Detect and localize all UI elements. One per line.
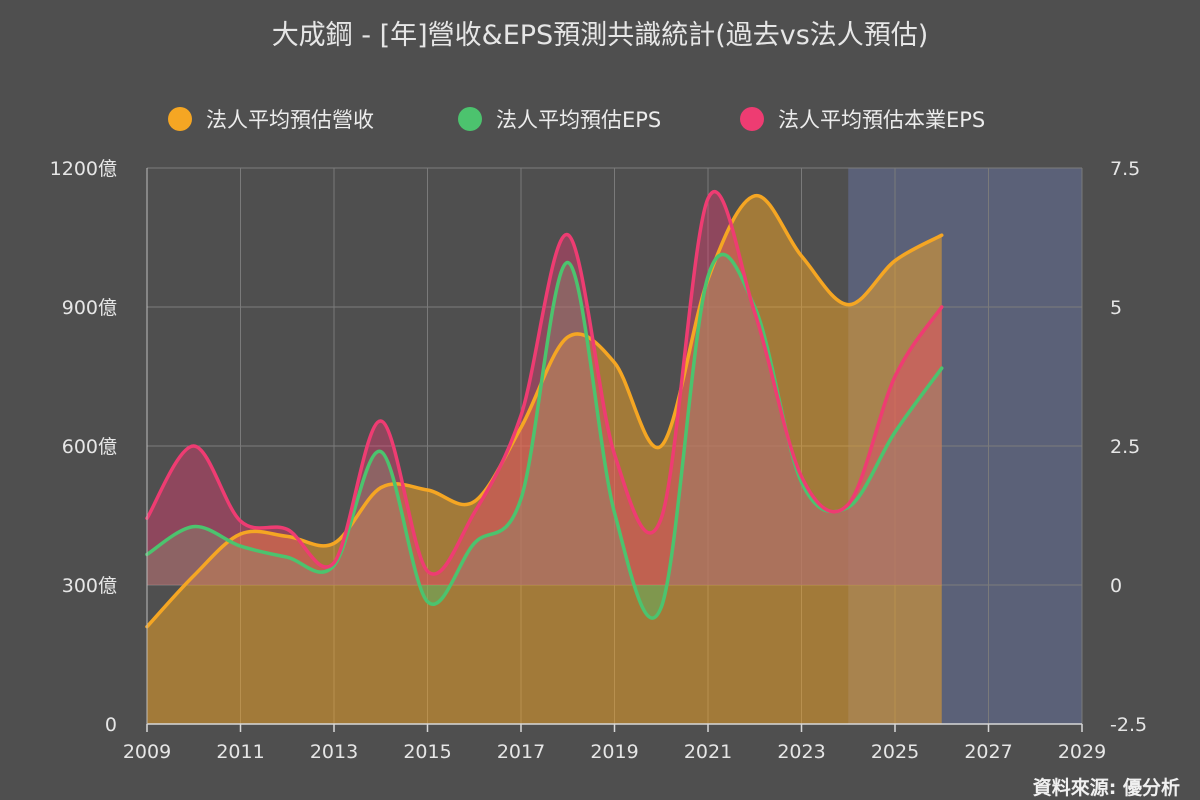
y-right-tick-label: 7.5 [1110, 158, 1140, 180]
data-point-revenue [613, 361, 617, 365]
x-tick-label: 2013 [310, 741, 358, 763]
data-point-revenue [940, 233, 944, 237]
x-tick-label: 2023 [777, 741, 825, 763]
data-point-eps [566, 261, 570, 265]
data-point-core-eps [332, 561, 336, 565]
y-left-tick-label: 300億 [62, 575, 117, 597]
series-area-revenue [147, 195, 942, 724]
y-left-tick-label: 600億 [62, 436, 117, 458]
x-tick-label: 2025 [871, 741, 919, 763]
axes: 2009 2011 2013 2015 2017 2019 2021 2023 2025 2027… [50, 158, 1147, 763]
data-point-eps [379, 450, 383, 454]
x-tick-label: 2019 [590, 741, 638, 763]
y-right-tick-label: 5 [1110, 297, 1122, 319]
x-tick-label: 2009 [123, 741, 171, 763]
y-right-tick-label: 2.5 [1110, 436, 1140, 458]
data-point-core-eps [706, 197, 710, 201]
data-point-revenue [753, 194, 757, 198]
data-point-revenue [566, 335, 570, 339]
data-point-revenue [472, 500, 476, 504]
data-point-core-eps [239, 519, 243, 523]
data-point-eps [659, 605, 663, 609]
series-line-revenue [145, 194, 944, 629]
data-point-core-eps [426, 569, 430, 573]
data-point-eps [613, 511, 617, 515]
data-point-core-eps [800, 475, 804, 479]
y-left-tick-label: 1200億 [50, 158, 117, 180]
data-point-eps [239, 544, 243, 548]
series-area-eps [147, 254, 942, 619]
data-point-core-eps [613, 452, 617, 456]
legend-marker-core-eps [740, 107, 764, 131]
x-tick-label: 2021 [684, 741, 732, 763]
data-point-core-eps [379, 419, 383, 423]
data-point-core-eps [893, 375, 897, 379]
data-point-revenue [332, 541, 336, 545]
data-point-eps [519, 497, 523, 501]
data-point-core-eps [472, 511, 476, 515]
y-right-tick-label: 0 [1110, 575, 1122, 597]
data-point-eps [706, 274, 710, 278]
source-credit: 資料來源: 優分析 [1033, 776, 1180, 799]
data-point-core-eps [285, 527, 289, 531]
data-point-eps [192, 525, 196, 529]
legend-label-revenue: 法人平均預估營收 [206, 108, 374, 132]
legend-marker-eps [458, 107, 482, 131]
x-tick-label: 2029 [1058, 741, 1106, 763]
data-point-revenue [379, 486, 383, 490]
y-left-tick-label: 0 [105, 714, 117, 736]
x-tick-label: 2017 [497, 741, 545, 763]
legend: 法人平均預估營收 法人平均預估EPS 法人平均預估本業EPS [168, 107, 985, 132]
data-point-revenue [846, 303, 850, 307]
legend-item-revenue[interactable]: 法人平均預估營收 [168, 107, 374, 132]
data-point-revenue [893, 259, 897, 263]
y-right-tick-label: -2.5 [1110, 714, 1147, 736]
series-line-core-eps [145, 189, 944, 576]
data-point-eps [426, 600, 430, 604]
data-point-core-eps [846, 502, 850, 506]
data-point-core-eps [192, 444, 196, 448]
chart-title: 大成鋼 - [年]營收&EPS預測共識統計(過去vs法人預估) [272, 20, 929, 51]
data-point-revenue [659, 444, 663, 448]
legend-label-eps: 法人平均預估EPS [496, 108, 661, 132]
data-point-core-eps [753, 311, 757, 315]
legend-item-core-eps[interactable]: 法人平均預估本業EPS [740, 107, 985, 132]
data-point-core-eps [519, 413, 523, 417]
data-point-eps [472, 541, 476, 545]
data-point-eps [940, 366, 944, 370]
legend-item-eps[interactable]: 法人平均預估EPS [458, 107, 661, 132]
data-point-core-eps [566, 233, 570, 237]
data-point-revenue [239, 532, 243, 536]
data-point-revenue [192, 574, 196, 578]
series-lines [145, 189, 944, 629]
x-tick-label: 2027 [964, 741, 1012, 763]
data-point-revenue [800, 254, 804, 258]
data-point-core-eps [659, 516, 663, 520]
data-point-revenue [519, 425, 523, 429]
plot-area: 2009 2011 2013 2015 2017 2019 2021 2023 2025 2027… [50, 158, 1147, 763]
series-areas [147, 191, 942, 724]
data-point-revenue [285, 534, 289, 538]
data-point-revenue [426, 488, 430, 492]
legend-label-core-eps: 法人平均預估本業EPS [778, 108, 985, 132]
y-left-tick-label: 900億 [62, 297, 117, 319]
series-area-core-eps [147, 191, 942, 586]
x-tick-label: 2015 [403, 741, 451, 763]
data-point-eps [285, 555, 289, 559]
data-point-core-eps [940, 305, 944, 309]
legend-marker-revenue [168, 107, 192, 131]
data-point-eps [893, 430, 897, 434]
x-tick-label: 2011 [216, 741, 264, 763]
